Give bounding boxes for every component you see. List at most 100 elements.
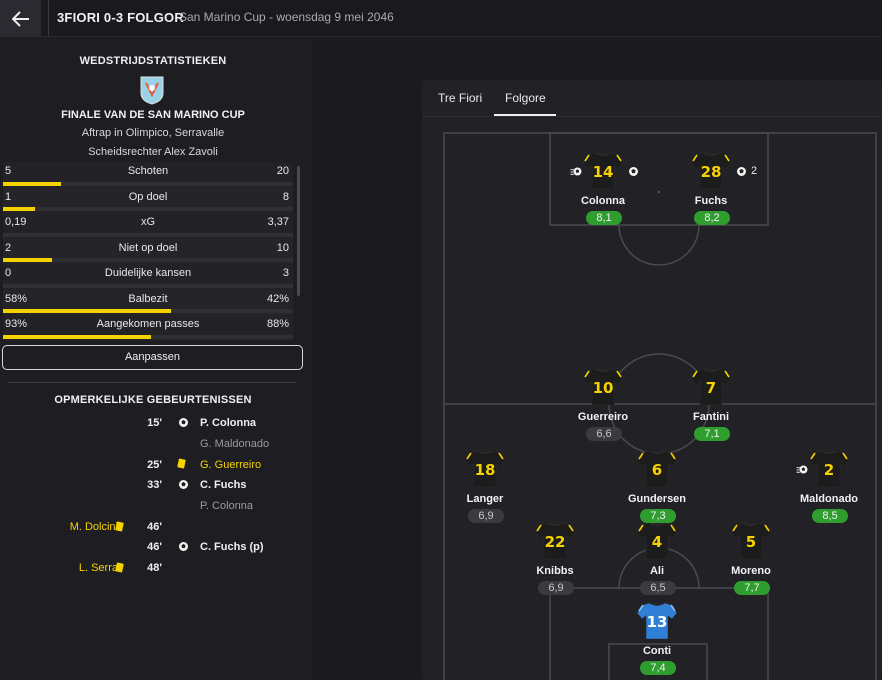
shirt-icon <box>583 152 623 190</box>
competition-title: FINALE VAN DE SAN MARINO CUP <box>61 109 245 121</box>
player-name: Gundersen <box>627 493 687 505</box>
player-name: Knibbs <box>536 565 574 577</box>
top-bar: 3FIORI 0-3 FOLGOR San Marino Cup - woens… <box>0 0 882 37</box>
goal-ball-icon <box>178 479 189 493</box>
goal-ball-icon <box>178 541 189 555</box>
player-name: Langer <box>466 493 504 505</box>
player-name: Fantini <box>692 411 730 423</box>
yellow-card-icon <box>115 562 124 575</box>
match-stats-panel: WEDSTRIJDSTATISTIEKEN FINALE VAN DE SAN … <box>0 38 312 680</box>
stat-row: 0,19 xG 3,37 <box>3 213 293 239</box>
shirt-icon <box>583 368 623 406</box>
referee-info: Scheidsrechter Alex Zavoli <box>88 146 218 158</box>
stat-bar-track <box>3 207 293 211</box>
player-rating: 6,9 <box>538 581 574 595</box>
stat-name: Op doel <box>128 190 168 203</box>
stat-bar-home <box>3 334 151 339</box>
shirt-icon <box>535 522 575 560</box>
shirt-number: 28 <box>700 163 722 181</box>
stat-name: Balbezit <box>128 292 168 305</box>
shirt-icon <box>691 152 731 190</box>
goal-count: 2 <box>751 165 758 177</box>
stat-name: Niet op doel <box>118 241 178 254</box>
event-row: 33' C. Fuchs P. Colonna <box>0 476 310 512</box>
pitch <box>443 132 877 680</box>
event-assist[interactable]: P. Colonna <box>200 500 254 512</box>
event-minute: 15' <box>147 417 162 429</box>
shirt-number: 2 <box>823 461 835 479</box>
stat-name: Duidelijke kansen <box>104 267 192 279</box>
event-row: 15' P. Colonna G. Maldonado <box>0 414 310 450</box>
player-rating: 6,6 <box>586 427 622 441</box>
stat-bar-home <box>3 258 53 262</box>
event-row: 46' C. Fuchs (p) <box>0 538 310 558</box>
header-divider <box>48 0 49 37</box>
stat-away-value: 88% <box>266 318 289 330</box>
stat-home-value: 58% <box>5 292 28 305</box>
player-rating: 6,5 <box>640 581 676 595</box>
player-rating: 8,1 <box>586 211 622 225</box>
assist-icon <box>796 464 809 478</box>
stats-scrollbar[interactable] <box>297 166 300 296</box>
event-player[interactable]: L. Serra <box>78 562 118 574</box>
event-player[interactable]: C. Fuchs <box>200 479 247 491</box>
stat-away-value: 3,37 <box>267 216 289 228</box>
stats-table: 5 Schoten 20 1 Op doel 8 0,19 xG 3,37 2 Niet op do… <box>3 162 293 341</box>
stat-away-value: 10 <box>276 241 289 254</box>
player-name: Ali <box>649 565 665 577</box>
stat-bar-home <box>3 181 61 186</box>
event-assist[interactable]: G. Maldonado <box>200 438 270 450</box>
goal-ball-icon <box>736 166 747 180</box>
lineup-panel <box>422 80 882 680</box>
stat-bar-track <box>3 181 293 186</box>
stat-row: 2 Niet op doel 10 <box>3 238 293 264</box>
stat-bar-track <box>3 258 293 262</box>
player-rating: 8,5 <box>812 509 848 523</box>
back-button[interactable] <box>0 0 41 37</box>
player-rating: 7,3 <box>640 509 676 523</box>
tab-tre-fiori[interactable]: Tre Fiori <box>438 91 483 105</box>
stat-away-value: 3 <box>282 267 289 279</box>
shirt-number: 5 <box>745 533 757 551</box>
shirt-icon <box>637 602 677 640</box>
competition-crest-icon <box>140 76 164 105</box>
shirt-number: 7 <box>705 379 717 397</box>
stat-away-value: 20 <box>276 165 289 177</box>
events-section-title: OPMERKELIJKE GEBEURTENISSEN <box>54 394 252 406</box>
yellow-card-icon <box>115 521 124 534</box>
kickoff-venue: Aftrap in Olimpico, Serravalle <box>81 127 225 139</box>
shirt-icon <box>637 522 677 560</box>
stat-home-value: 2 <box>5 241 12 254</box>
stat-row: 1 Op doel 8 <box>3 187 293 213</box>
shirt-number: 10 <box>592 379 614 397</box>
tab-folgore[interactable]: Folgore <box>505 91 546 105</box>
event-minute: 46' <box>147 541 162 553</box>
shirt-icon <box>731 522 771 560</box>
shirt-icon <box>691 368 731 406</box>
shirt-number: 13 <box>646 613 668 631</box>
shirt-number: 14 <box>592 163 614 181</box>
event-player[interactable]: P. Colonna <box>200 417 257 429</box>
shirt-number: 6 <box>651 461 663 479</box>
player-rating: 6,9 <box>468 509 504 523</box>
event-player[interactable]: G. Guerreiro <box>200 459 262 471</box>
player-name: Moreno <box>731 565 771 577</box>
stat-home-value: 0 <box>5 267 12 279</box>
stat-home-value: 5 <box>5 165 12 177</box>
stat-bar-home <box>3 207 35 211</box>
match-score-title[interactable]: 3FIORI 0-3 FOLGOR <box>57 10 184 25</box>
active-tab-indicator <box>494 114 556 116</box>
shirt-number: 22 <box>544 533 566 551</box>
stat-row: 58% Balbezit 42% <box>3 289 293 315</box>
stat-home-value: 0,19 <box>5 216 27 228</box>
stat-name: Schoten <box>127 165 169 177</box>
event-player[interactable]: C. Fuchs (p) <box>200 541 264 553</box>
stat-name: Aangekomen passes <box>96 318 200 330</box>
match-subtitle: San Marino Cup - woensdag 9 mei 2046 <box>179 10 394 24</box>
shirt-icon <box>809 450 849 488</box>
event-player[interactable]: M. Dolcini <box>69 521 118 533</box>
adjust-button[interactable]: Aanpassen <box>2 345 303 370</box>
player-rating: 7,4 <box>640 661 676 675</box>
player-name: Guerreiro <box>577 411 629 423</box>
yellow-card-icon <box>177 458 186 471</box>
